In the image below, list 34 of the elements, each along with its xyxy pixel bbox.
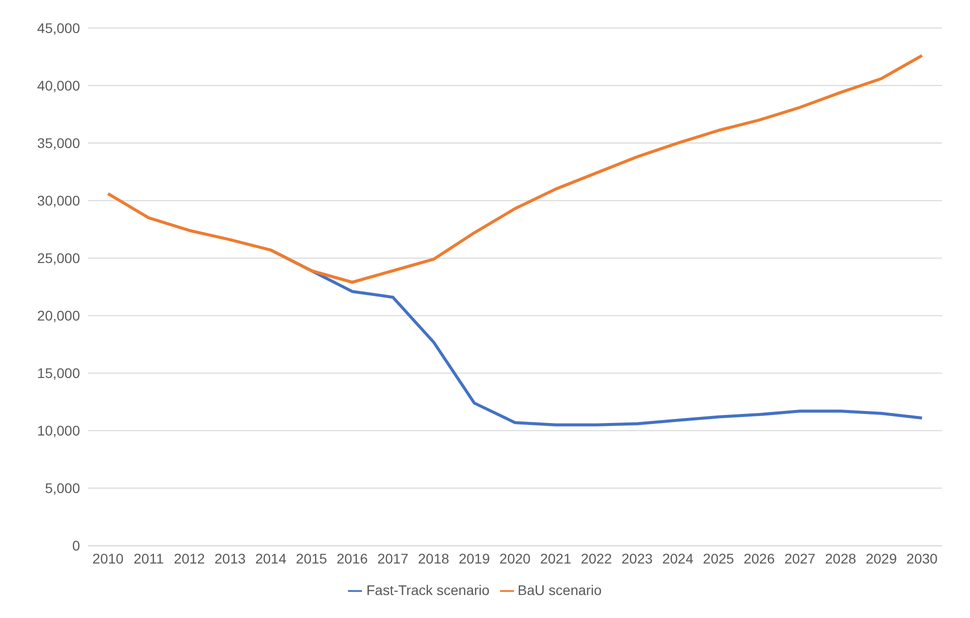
y-tick-label: 0 [72,538,80,554]
x-tick-label: 2014 [255,550,287,567]
y-tick-label: 25,000 [37,250,80,266]
line-series [106,54,924,284]
x-tick-label: 2017 [377,550,409,567]
x-tick-label: 2019 [458,550,490,567]
x-tick-label: 2025 [702,550,734,567]
y-tick-label: 30,000 [37,192,80,209]
x-tick-label: 2013 [214,550,246,567]
y-tick-label: 5,000 [44,480,80,496]
legend-label: Fast-Track scenario [366,582,490,598]
y-tick-label: 10,000 [37,422,80,439]
x-tick-label: 2021 [540,550,572,567]
x-tick-label: 2012 [174,550,206,567]
y-tick-label: 20,000 [37,308,80,324]
y-tick-label: 15,000 [37,365,80,382]
x-tick-label: 2029 [866,550,898,567]
x-tick-label: 2016 [336,550,368,567]
x-tick-label: 2015 [296,550,328,567]
x-tick-label: 2030 [906,550,938,567]
x-tick-label: 2028 [825,550,856,567]
x-tick-label: 2027 [784,550,816,567]
x-tick-label: 2010 [92,550,124,567]
y-tick-label: 40,000 [37,77,80,94]
x-tick-label: 2024 [662,550,694,567]
x-tick-label: 2023 [622,550,653,567]
x-tick-label: 2022 [580,550,612,567]
x-tick-label: 2020 [499,550,531,567]
x-tick-label: 2018 [418,550,450,567]
x-tick-label: 2011 [134,550,164,567]
x-tick-label: 2026 [744,550,775,567]
y-tick-label: 35,000 [37,135,80,152]
y-tick-label: 45,000 [37,20,80,36]
legend-label: BaU scenario [518,582,602,598]
